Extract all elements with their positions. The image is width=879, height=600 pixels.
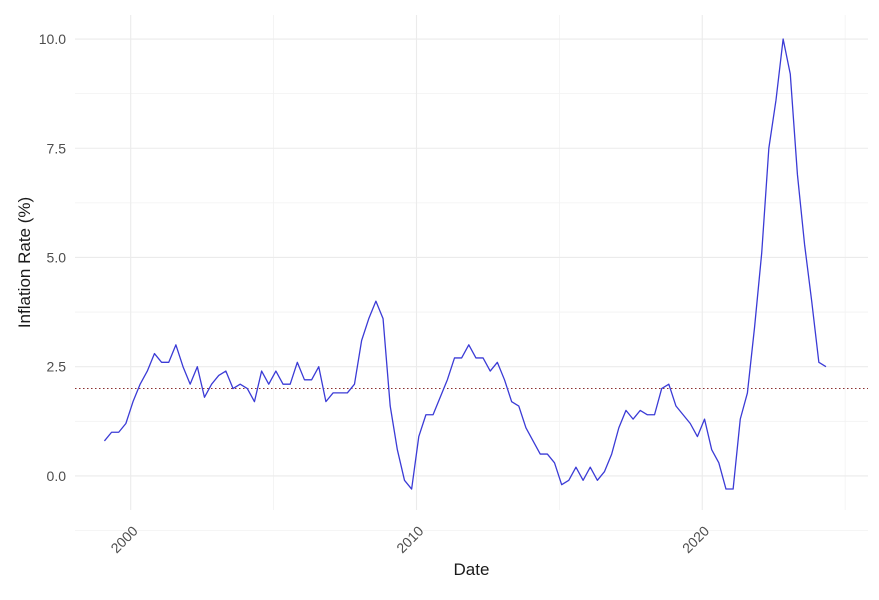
series-line-0 <box>103 38 827 490</box>
y-tick-label: 10.0 <box>39 31 66 47</box>
y-tick-label: 0.0 <box>47 468 67 484</box>
series-layer <box>103 38 827 490</box>
y-tick-label: 7.5 <box>47 140 67 156</box>
x-tick-label: 2020 <box>679 523 712 556</box>
x-axis-title: Date <box>454 560 490 579</box>
y-axis-title: Inflation Rate (%) <box>15 197 34 328</box>
x-tick-label: 2010 <box>393 523 426 556</box>
major-grid <box>75 15 868 510</box>
y-tick-label: 2.5 <box>47 359 67 375</box>
y-tick-label: 5.0 <box>47 249 67 265</box>
minor-grid <box>75 15 868 531</box>
y-tick-labels: 0.0 2.5 5.0 7.5 10.0 <box>39 31 66 484</box>
x-tick-labels: 2000 2010 2020 <box>107 523 712 556</box>
x-tick-label: 2000 <box>107 523 140 556</box>
